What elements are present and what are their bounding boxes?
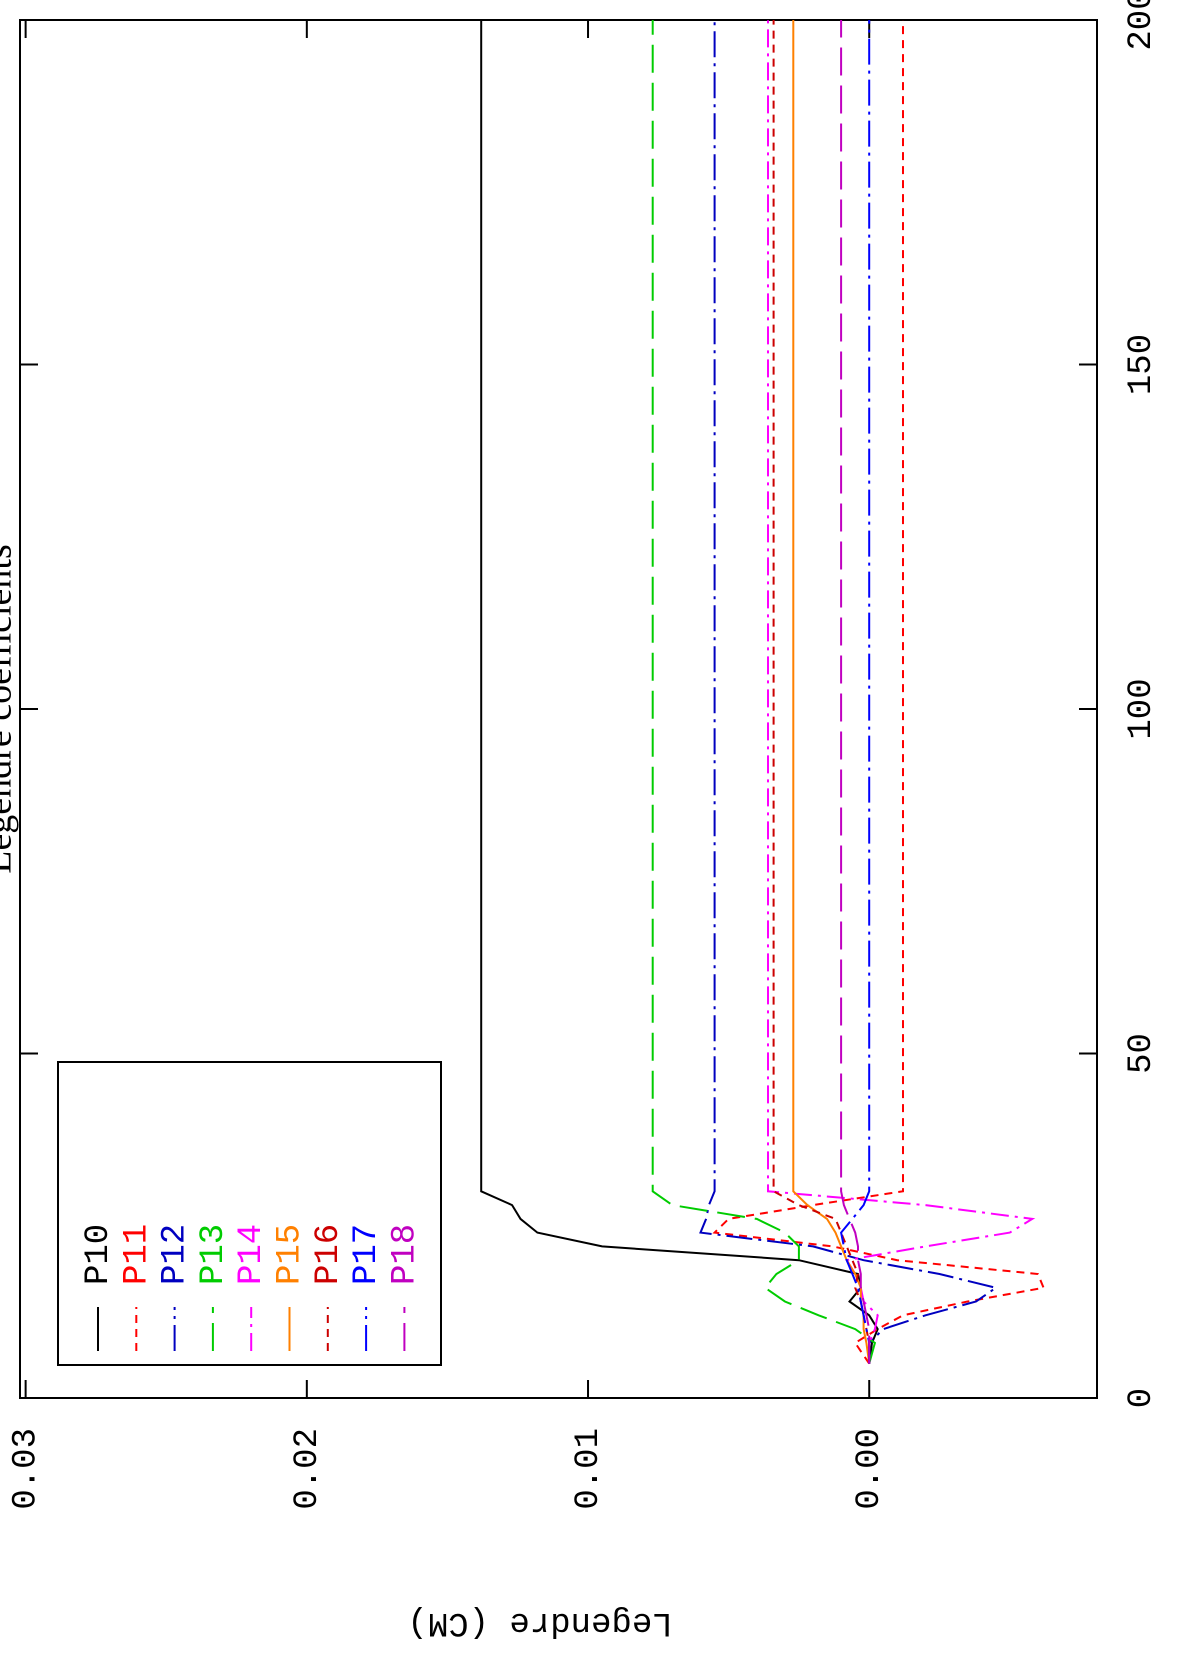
y-tick-label: 0.02 xyxy=(289,1428,327,1510)
legend-label: P18 xyxy=(386,1224,424,1285)
legend-label: P11 xyxy=(118,1224,156,1285)
series-line xyxy=(767,20,1036,1364)
x-tick-label: 100 xyxy=(1123,678,1161,739)
x-tick-label: 150 xyxy=(1123,334,1161,395)
x-tick-label: 50 xyxy=(1123,1033,1161,1074)
legend-label: P13 xyxy=(195,1224,233,1285)
legend-label: P14 xyxy=(233,1224,271,1285)
series-line xyxy=(712,20,1045,1365)
series-line xyxy=(480,20,879,1364)
legend-label: P15 xyxy=(271,1224,309,1285)
series-line xyxy=(792,20,871,1364)
x-tick-label: 0 xyxy=(1123,1388,1161,1408)
y-tick-label: 0.01 xyxy=(570,1428,608,1510)
legend-label: P17 xyxy=(348,1224,386,1285)
series-line xyxy=(840,20,871,1364)
y-axis-label: Legendre (CM) xyxy=(407,1603,672,1641)
series-line xyxy=(651,20,877,1364)
legend-label: P16 xyxy=(310,1224,348,1285)
x-tick-label: 200 xyxy=(1123,0,1161,51)
y-tick-label: 0.00 xyxy=(851,1428,889,1510)
legend-box xyxy=(57,1061,442,1366)
legend-label: P10 xyxy=(80,1224,118,1285)
plot-group: Legendre coefficients Legendre (CM) 0.00… xyxy=(0,0,1161,1641)
chart-title: Legendre coefficients xyxy=(0,544,20,874)
series-line xyxy=(699,20,999,1364)
series-line xyxy=(772,20,871,1364)
y-tick-label: 0.03 xyxy=(8,1428,46,1510)
legend-label: P12 xyxy=(157,1224,195,1285)
series-line xyxy=(840,20,871,1364)
